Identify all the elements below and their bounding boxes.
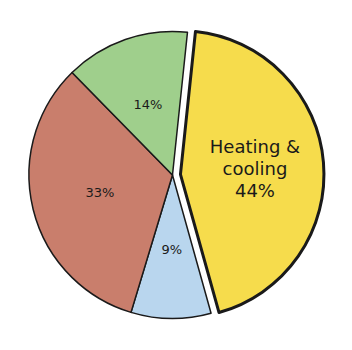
svg-text:9%: 9% — [161, 242, 182, 257]
svg-text:33%: 33% — [85, 185, 114, 200]
svg-text:Heating &: Heating & — [210, 136, 300, 157]
svg-text:14%: 14% — [133, 97, 162, 112]
svg-text:cooling: cooling — [223, 158, 288, 179]
svg-text:44%: 44% — [235, 180, 275, 201]
